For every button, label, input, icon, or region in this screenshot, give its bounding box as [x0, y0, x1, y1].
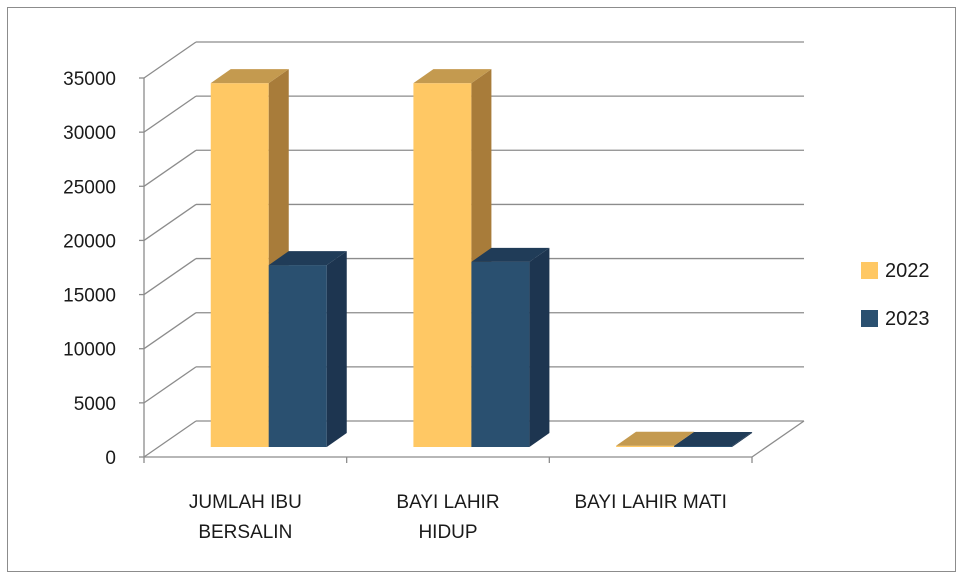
labels: 0 5000 10000 15000 20000 25000 30000 35000 JUMLA… — [63, 69, 727, 543]
y-tick-label: 25000 — [63, 177, 116, 198]
bar-2023-side — [732, 431, 753, 447]
bar-2023-front — [268, 265, 327, 447]
bar-2022-top — [616, 431, 695, 446]
bars — [210, 69, 753, 447]
legend-label-2022: 2022 — [885, 260, 930, 282]
floor-edge — [751, 420, 805, 458]
axes — [139, 77, 753, 463]
gridline-depth — [143, 41, 197, 79]
legend-label-2023: 2023 — [885, 308, 930, 330]
gridline-depth — [143, 258, 197, 296]
x-category-label: BAYI LAHIR MATI — [574, 492, 726, 513]
x-category-label: HIDUP — [418, 522, 477, 543]
bar-2023-side — [529, 247, 550, 447]
gridline-depth — [143, 95, 197, 133]
gridline-depth — [143, 149, 197, 187]
bar-2022-front — [616, 445, 675, 447]
bar-2023-top — [471, 247, 550, 262]
gridline-depth — [143, 366, 197, 404]
bar-2023-front — [471, 261, 530, 447]
x-category-label: BAYI LAHIR — [396, 492, 499, 513]
bar-2023-top — [674, 431, 753, 446]
y-tick-label: 20000 — [63, 231, 116, 252]
y-tick-label: 0 — [105, 448, 116, 469]
legend-swatch-2022 — [861, 262, 878, 279]
bar-2022-front — [413, 83, 472, 447]
x-category-label: JUMLAH IBU — [189, 492, 302, 513]
bar-2022-top — [413, 69, 492, 84]
y-tick-label: 10000 — [63, 340, 116, 361]
y-tick-label: 15000 — [63, 286, 116, 307]
bar-2023-side — [326, 251, 347, 447]
legend-swatch-2023 — [861, 310, 878, 327]
bar-2023-top — [268, 251, 347, 266]
x-category-label: BERSALIN — [198, 522, 292, 543]
bar-2022-front — [210, 83, 269, 447]
bar-2023-front — [674, 445, 733, 447]
y-tick-label: 35000 — [63, 69, 116, 90]
gridline-depth — [143, 203, 197, 241]
legend: 2022 2023 — [861, 260, 930, 330]
y-tick-label: 30000 — [63, 123, 116, 144]
gridline-depth — [143, 420, 197, 458]
bar-2022-top — [210, 69, 289, 84]
gridline-depth — [143, 312, 197, 350]
y-tick-label: 5000 — [74, 394, 116, 415]
